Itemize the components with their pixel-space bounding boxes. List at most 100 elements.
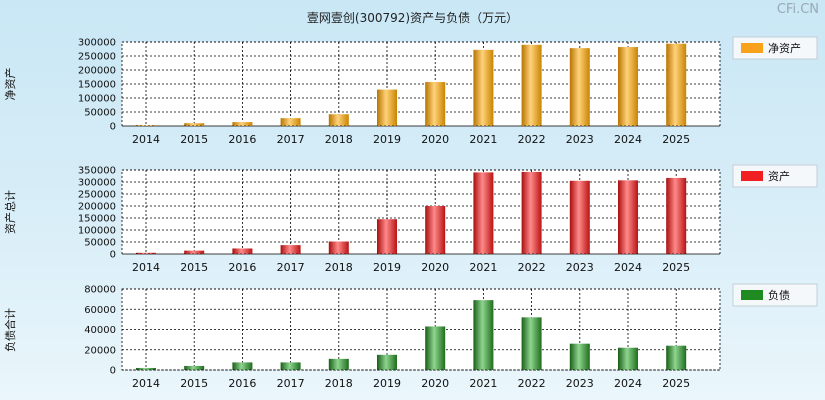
legend-box <box>732 36 818 60</box>
bar-liabilities-2021 <box>473 300 494 370</box>
legend-assets: 资产 <box>732 164 818 188</box>
y-tick-label: 50000 <box>84 108 116 119</box>
x-tick-label: 2024 <box>614 133 642 146</box>
x-tick-label: 2020 <box>421 377 449 390</box>
x-tick-label: 2024 <box>614 377 642 390</box>
x-tick-label: 2015 <box>180 261 208 274</box>
bar-liabilities-2014 <box>136 367 156 370</box>
page-title: 壹网壹创(300792)资产与负债（万元） <box>306 11 519 25</box>
legend-swatch <box>741 171 763 181</box>
y-tick-label: 250000 <box>78 190 116 201</box>
bar-equity-2019 <box>377 89 397 126</box>
x-tick-label: 2015 <box>180 133 208 146</box>
y-tick-label: 100000 <box>78 94 116 105</box>
legend-swatch <box>741 43 763 53</box>
x-tick-label: 2018 <box>325 261 353 274</box>
y-tick-label: 200000 <box>78 202 116 213</box>
y-tick-label: 80000 <box>84 285 116 296</box>
bar-equity-2021 <box>473 49 494 127</box>
bar-assets-2022 <box>521 171 542 254</box>
x-tick-label: 2022 <box>518 377 546 390</box>
bar-assets-2020 <box>425 206 446 254</box>
x-tick-label: 2017 <box>277 377 305 390</box>
y-tick-label: 150000 <box>78 80 116 91</box>
x-tick-label: 2024 <box>614 261 642 274</box>
bar-equity-2015 <box>184 123 205 126</box>
x-tick-label: 2016 <box>228 133 256 146</box>
bar-assets-2019 <box>377 219 397 254</box>
chart-panel-assets: 3500003000002500002000001500001000005000… <box>3 164 818 274</box>
x-tick-label: 2016 <box>228 261 256 274</box>
x-tick-label: 2020 <box>421 133 449 146</box>
bar-liabilities-2019 <box>377 354 397 370</box>
bar-equity-2020 <box>425 82 446 126</box>
y-tick-label: 300000 <box>78 38 116 49</box>
y-tick-label: 0 <box>110 122 116 133</box>
bar-liabilities-2018 <box>328 358 349 370</box>
x-tick-label: 2021 <box>469 377 497 390</box>
legend-swatch <box>741 290 763 300</box>
x-tick-label: 2025 <box>662 133 690 146</box>
y-axis-label: 净资产 <box>3 68 17 101</box>
x-tick-label: 2017 <box>277 133 305 146</box>
y-tick-label: 350000 <box>78 166 116 177</box>
x-tick-label: 2022 <box>518 261 546 274</box>
legend-label: 资产 <box>768 169 790 183</box>
y-tick-label: 300000 <box>78 178 116 189</box>
bar-assets-2025 <box>666 177 687 254</box>
bar-assets-2021 <box>473 172 494 254</box>
y-tick-label: 0 <box>110 366 116 377</box>
x-tick-label: 2019 <box>373 133 401 146</box>
bar-assets-2017 <box>280 245 301 254</box>
bar-equity-2022 <box>521 44 542 126</box>
plot-frame <box>121 41 721 127</box>
chart-panel-liabilities: 80000 60000 40000 20000 0 2014 2015 2016 2017 201… <box>3 283 818 390</box>
x-tick-label: 2014 <box>132 261 160 274</box>
y-tick-label: 150000 <box>78 214 116 225</box>
x-tick-label: 2017 <box>277 261 305 274</box>
watermark-logo: CFi.CN <box>776 2 819 17</box>
y-tick-label: 40000 <box>84 325 116 336</box>
bar-liabilities-2025 <box>666 345 687 370</box>
x-tick-label: 2023 <box>566 261 594 274</box>
bar-assets-2014 <box>136 252 156 254</box>
x-tick-label: 2015 <box>180 377 208 390</box>
x-tick-label: 2018 <box>325 377 353 390</box>
bar-assets-2024 <box>618 180 638 254</box>
bar-assets-2015 <box>184 250 205 254</box>
bar-assets-2016 <box>232 248 253 254</box>
legend-label: 负债 <box>768 288 790 302</box>
x-tick-label: 2022 <box>518 133 546 146</box>
x-tick-label: 2023 <box>566 377 594 390</box>
bar-liabilities-2017 <box>280 362 301 370</box>
x-tick-label: 2025 <box>662 261 690 274</box>
legend-liabilities: 负债 <box>732 283 818 307</box>
y-tick-label: 20000 <box>84 345 116 356</box>
x-tick-label: 2018 <box>325 133 353 146</box>
bar-assets-2023 <box>569 180 590 254</box>
x-tick-label: 2025 <box>662 377 690 390</box>
bar-liabilities-2022 <box>521 317 542 370</box>
bar-liabilities-2015 <box>184 365 205 370</box>
legend-equity: 净资产 <box>732 36 818 60</box>
x-tick-label: 2016 <box>228 377 256 390</box>
bar-equity-2014 <box>136 125 156 126</box>
y-tick-label: 100000 <box>78 226 116 237</box>
x-tick-label: 2019 <box>373 377 401 390</box>
legend-label: 净资产 <box>768 41 801 55</box>
bar-liabilities-2024 <box>618 347 638 370</box>
y-tick-label: 250000 <box>78 52 116 63</box>
y-axis-label: 资产总计 <box>3 190 17 234</box>
x-tick-label: 2021 <box>469 133 497 146</box>
bar-equity-2023 <box>569 48 590 126</box>
bar-liabilities-2023 <box>569 343 590 370</box>
plot-frame <box>121 169 721 255</box>
x-tick-label: 2019 <box>373 261 401 274</box>
x-tick-label: 2021 <box>469 261 497 274</box>
legend-box <box>732 283 818 307</box>
bar-equity-2018 <box>328 114 349 126</box>
y-tick-label: 60000 <box>84 305 116 316</box>
y-tick-label: 200000 <box>78 66 116 77</box>
chart-panel-equity: 300000 250000 200000 150000 100000 50000 0 2014… <box>3 36 818 146</box>
